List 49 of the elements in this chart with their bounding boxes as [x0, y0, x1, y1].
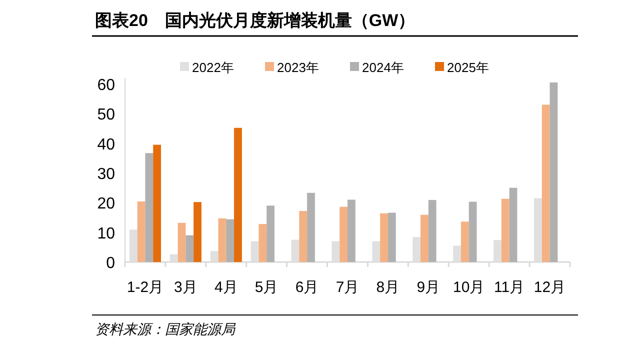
bar: [226, 219, 234, 262]
x-tick-label: 6月: [295, 279, 319, 296]
bar: [501, 198, 510, 262]
y-tick-label: 20: [97, 196, 116, 213]
bar: [388, 212, 396, 262]
x-tick-label: 8月: [376, 279, 400, 296]
bar: [186, 235, 194, 262]
bar: [145, 153, 154, 262]
bar: [153, 144, 162, 262]
bar: [340, 206, 348, 262]
bar: [550, 82, 558, 262]
bar: [266, 206, 274, 262]
y-tick-label: 0: [106, 255, 116, 272]
x-tick-label: 9月: [416, 279, 440, 296]
y-tick-label: 10: [97, 225, 116, 242]
x-tick-label: 11月: [494, 279, 525, 296]
bar: [194, 202, 202, 262]
legend-label: 2023年: [277, 60, 319, 75]
x-tick-label: 12月: [534, 279, 566, 296]
bar: [234, 128, 242, 262]
y-tick-label: 60: [97, 76, 116, 94]
text: 资料来源：国家能源局: [95, 321, 236, 337]
bar: [509, 188, 518, 262]
bar: [348, 200, 356, 262]
x-tick-label: 4月: [214, 279, 238, 296]
bar: [380, 213, 388, 262]
bar: [137, 201, 146, 262]
bar: [299, 210, 308, 262]
x-tick-label: 1-2月: [126, 279, 164, 296]
x-tick-label: 3月: [174, 279, 198, 296]
x-tick-label: 10月: [453, 279, 485, 296]
y-tick-label: 30: [97, 166, 116, 183]
legend-label: 2025年: [447, 60, 489, 75]
bar: [258, 224, 267, 262]
y-tick-label: 40: [97, 136, 116, 154]
bar: [178, 222, 186, 262]
bar: [460, 222, 469, 262]
bar: [542, 104, 550, 262]
legend-label: 2024年: [362, 60, 404, 75]
x-tick-label: 5月: [254, 279, 278, 296]
bar: [307, 192, 315, 262]
bar: [218, 218, 226, 262]
y-tick-label: 50: [97, 106, 116, 124]
bar: [420, 214, 428, 262]
chart-title: 图表20 国内光伏月度新增装机量（GW）: [95, 11, 416, 30]
bar: [428, 200, 436, 262]
x-tick-label: 7月: [336, 279, 360, 296]
legend-label: 2022年: [192, 60, 234, 75]
bar: [468, 202, 477, 262]
